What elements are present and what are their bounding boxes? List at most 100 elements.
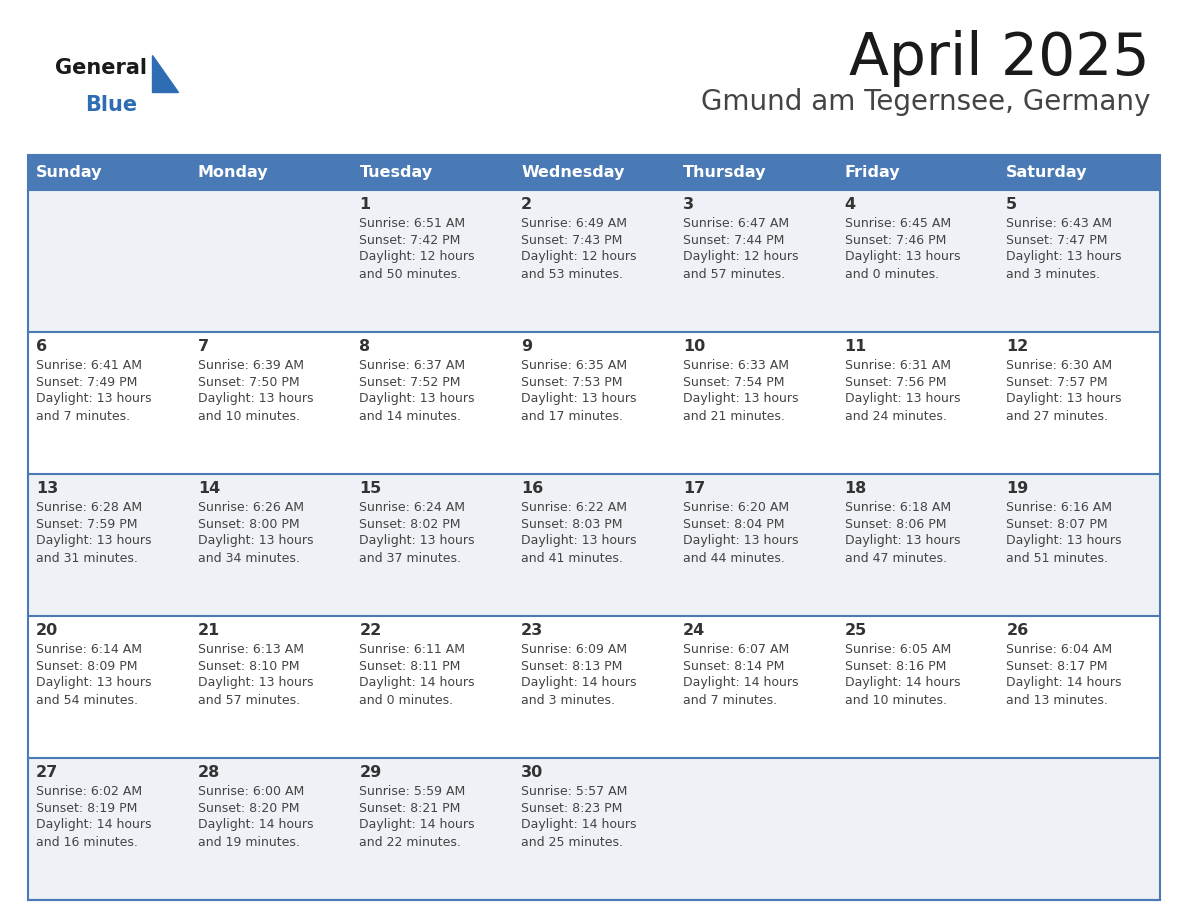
Text: Sunrise: 6:22 AM: Sunrise: 6:22 AM xyxy=(522,501,627,514)
Text: 18: 18 xyxy=(845,481,867,496)
Bar xyxy=(998,155,1159,190)
Text: 12: 12 xyxy=(1006,339,1029,354)
Text: Sunset: 7:47 PM: Sunset: 7:47 PM xyxy=(1006,233,1107,247)
Text: Sunset: 8:03 PM: Sunset: 8:03 PM xyxy=(522,518,623,531)
Text: Daylight: 12 hours
and 50 minutes.: Daylight: 12 hours and 50 minutes. xyxy=(360,250,475,281)
Text: 25: 25 xyxy=(845,623,867,638)
Text: Daylight: 13 hours
and 0 minutes.: Daylight: 13 hours and 0 minutes. xyxy=(845,250,960,281)
Text: Sunrise: 6:51 AM: Sunrise: 6:51 AM xyxy=(360,217,466,230)
Text: Sunrise: 6:43 AM: Sunrise: 6:43 AM xyxy=(1006,217,1112,230)
Text: Sunrise: 5:59 AM: Sunrise: 5:59 AM xyxy=(360,785,466,798)
Text: Daylight: 13 hours
and 17 minutes.: Daylight: 13 hours and 17 minutes. xyxy=(522,392,637,422)
Text: Sunset: 7:46 PM: Sunset: 7:46 PM xyxy=(845,233,946,247)
Text: Sunset: 7:43 PM: Sunset: 7:43 PM xyxy=(522,233,623,247)
Text: Sunset: 7:54 PM: Sunset: 7:54 PM xyxy=(683,375,784,388)
Text: Sunrise: 6:37 AM: Sunrise: 6:37 AM xyxy=(360,359,466,372)
Bar xyxy=(29,190,1159,332)
Text: Sunset: 7:56 PM: Sunset: 7:56 PM xyxy=(845,375,946,388)
Text: Daylight: 14 hours
and 19 minutes.: Daylight: 14 hours and 19 minutes. xyxy=(197,818,314,848)
Bar xyxy=(29,155,190,190)
Text: Sunrise: 6:47 AM: Sunrise: 6:47 AM xyxy=(683,217,789,230)
Text: 14: 14 xyxy=(197,481,220,496)
Text: 11: 11 xyxy=(845,339,867,354)
Text: Sunset: 8:04 PM: Sunset: 8:04 PM xyxy=(683,518,784,531)
Text: 7: 7 xyxy=(197,339,209,354)
Text: Daylight: 14 hours
and 13 minutes.: Daylight: 14 hours and 13 minutes. xyxy=(1006,676,1121,707)
Bar xyxy=(29,758,1159,900)
Text: Daylight: 13 hours
and 27 minutes.: Daylight: 13 hours and 27 minutes. xyxy=(1006,392,1121,422)
Text: 13: 13 xyxy=(36,481,58,496)
Text: Sunset: 8:16 PM: Sunset: 8:16 PM xyxy=(845,659,946,673)
Text: Daylight: 14 hours
and 25 minutes.: Daylight: 14 hours and 25 minutes. xyxy=(522,818,637,848)
Text: Sunset: 8:19 PM: Sunset: 8:19 PM xyxy=(36,801,138,814)
Text: Sunset: 7:52 PM: Sunset: 7:52 PM xyxy=(360,375,461,388)
Bar xyxy=(352,155,513,190)
Text: Sunrise: 6:16 AM: Sunrise: 6:16 AM xyxy=(1006,501,1112,514)
Text: General: General xyxy=(55,58,147,78)
Text: Sunrise: 6:41 AM: Sunrise: 6:41 AM xyxy=(36,359,143,372)
Text: Sunset: 7:59 PM: Sunset: 7:59 PM xyxy=(36,518,138,531)
Text: Sunrise: 6:00 AM: Sunrise: 6:00 AM xyxy=(197,785,304,798)
Text: 26: 26 xyxy=(1006,623,1029,638)
Text: 6: 6 xyxy=(36,339,48,354)
Text: 16: 16 xyxy=(522,481,543,496)
Text: Daylight: 13 hours
and 7 minutes.: Daylight: 13 hours and 7 minutes. xyxy=(36,392,152,422)
Text: 19: 19 xyxy=(1006,481,1029,496)
Text: 22: 22 xyxy=(360,623,381,638)
Text: Daylight: 14 hours
and 7 minutes.: Daylight: 14 hours and 7 minutes. xyxy=(683,676,798,707)
Text: Sunset: 7:44 PM: Sunset: 7:44 PM xyxy=(683,233,784,247)
Text: Sunset: 8:13 PM: Sunset: 8:13 PM xyxy=(522,659,623,673)
Text: Sunset: 7:49 PM: Sunset: 7:49 PM xyxy=(36,375,138,388)
Text: Daylight: 13 hours
and 44 minutes.: Daylight: 13 hours and 44 minutes. xyxy=(683,534,798,565)
Text: Sunrise: 6:18 AM: Sunrise: 6:18 AM xyxy=(845,501,950,514)
Text: Daylight: 14 hours
and 3 minutes.: Daylight: 14 hours and 3 minutes. xyxy=(522,676,637,707)
Text: Sunset: 8:17 PM: Sunset: 8:17 PM xyxy=(1006,659,1107,673)
Text: Sunrise: 6:07 AM: Sunrise: 6:07 AM xyxy=(683,643,789,656)
Text: 8: 8 xyxy=(360,339,371,354)
Text: Daylight: 13 hours
and 34 minutes.: Daylight: 13 hours and 34 minutes. xyxy=(197,534,314,565)
Text: Sunset: 7:57 PM: Sunset: 7:57 PM xyxy=(1006,375,1108,388)
Bar xyxy=(675,155,836,190)
Text: Thursday: Thursday xyxy=(683,165,766,180)
Text: Sunrise: 6:20 AM: Sunrise: 6:20 AM xyxy=(683,501,789,514)
Text: Sunset: 8:11 PM: Sunset: 8:11 PM xyxy=(360,659,461,673)
Text: Sunset: 8:10 PM: Sunset: 8:10 PM xyxy=(197,659,299,673)
Text: Wednesday: Wednesday xyxy=(522,165,625,180)
Text: Sunrise: 6:11 AM: Sunrise: 6:11 AM xyxy=(360,643,466,656)
Text: Daylight: 13 hours
and 10 minutes.: Daylight: 13 hours and 10 minutes. xyxy=(197,392,314,422)
Text: 27: 27 xyxy=(36,765,58,780)
Text: Daylight: 14 hours
and 0 minutes.: Daylight: 14 hours and 0 minutes. xyxy=(360,676,475,707)
Text: Sunrise: 6:33 AM: Sunrise: 6:33 AM xyxy=(683,359,789,372)
Text: Daylight: 13 hours
and 57 minutes.: Daylight: 13 hours and 57 minutes. xyxy=(197,676,314,707)
Text: Sunset: 8:09 PM: Sunset: 8:09 PM xyxy=(36,659,138,673)
Bar xyxy=(29,474,1159,616)
Text: Daylight: 13 hours
and 14 minutes.: Daylight: 13 hours and 14 minutes. xyxy=(360,392,475,422)
Text: 17: 17 xyxy=(683,481,706,496)
Text: Sunset: 8:06 PM: Sunset: 8:06 PM xyxy=(845,518,946,531)
Polygon shape xyxy=(152,55,178,92)
Text: 30: 30 xyxy=(522,765,543,780)
Text: Daylight: 13 hours
and 41 minutes.: Daylight: 13 hours and 41 minutes. xyxy=(522,534,637,565)
Text: Daylight: 13 hours
and 31 minutes.: Daylight: 13 hours and 31 minutes. xyxy=(36,534,152,565)
Text: Gmund am Tegernsee, Germany: Gmund am Tegernsee, Germany xyxy=(701,88,1150,116)
Text: Sunrise: 6:45 AM: Sunrise: 6:45 AM xyxy=(845,217,950,230)
Text: Monday: Monday xyxy=(197,165,268,180)
Text: Sunset: 8:20 PM: Sunset: 8:20 PM xyxy=(197,801,299,814)
Text: Sunset: 7:42 PM: Sunset: 7:42 PM xyxy=(360,233,461,247)
Text: Tuesday: Tuesday xyxy=(360,165,432,180)
Text: 5: 5 xyxy=(1006,197,1017,212)
Text: 3: 3 xyxy=(683,197,694,212)
Text: Sunset: 8:21 PM: Sunset: 8:21 PM xyxy=(360,801,461,814)
Text: 24: 24 xyxy=(683,623,706,638)
Bar xyxy=(29,155,1159,900)
Text: Sunrise: 6:35 AM: Sunrise: 6:35 AM xyxy=(522,359,627,372)
Text: 15: 15 xyxy=(360,481,381,496)
Text: 4: 4 xyxy=(845,197,855,212)
Text: Daylight: 13 hours
and 3 minutes.: Daylight: 13 hours and 3 minutes. xyxy=(1006,250,1121,281)
Bar xyxy=(29,616,1159,758)
Text: Sunrise: 6:13 AM: Sunrise: 6:13 AM xyxy=(197,643,304,656)
Text: Sunrise: 6:14 AM: Sunrise: 6:14 AM xyxy=(36,643,143,656)
Text: 10: 10 xyxy=(683,339,706,354)
Text: Daylight: 13 hours
and 51 minutes.: Daylight: 13 hours and 51 minutes. xyxy=(1006,534,1121,565)
Text: 2: 2 xyxy=(522,197,532,212)
